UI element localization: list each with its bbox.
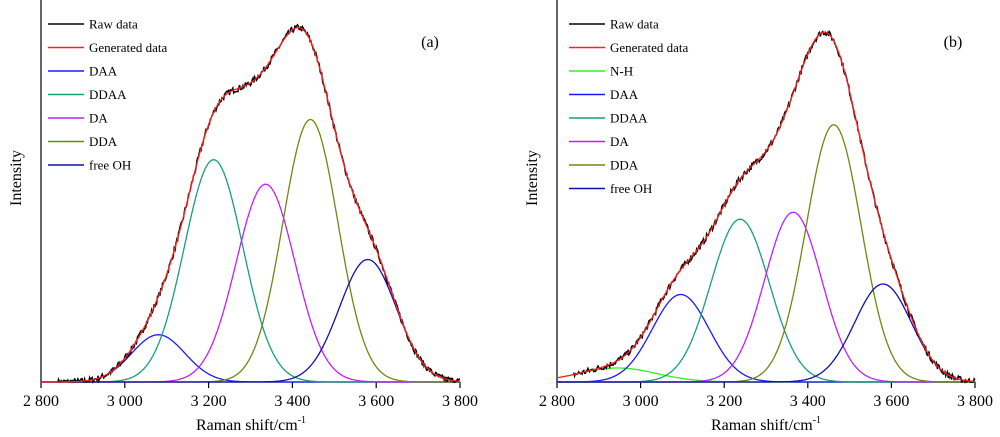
x-axis-label-text: Raman shift/cm [711, 417, 813, 434]
legend-item: Raw data [48, 17, 138, 32]
legend-label: DA [610, 134, 629, 149]
panel-label: (a) [421, 34, 439, 51]
legend-item: Generated data [48, 40, 168, 55]
x-axis-label: Raman shift/cm-1 [196, 415, 306, 434]
y-axis-label: Intensity [524, 150, 541, 206]
legend-label: Generated data [89, 40, 168, 55]
legend-label: Raw data [610, 17, 659, 32]
legend-item: DDAA [569, 111, 648, 126]
x-tick-label: 3 800 [442, 393, 478, 410]
legend-label: DA [89, 111, 108, 126]
legend-item: Generated data [569, 40, 689, 55]
x-tick-label: 2 800 [539, 393, 575, 410]
series-generated-data [556, 31, 976, 383]
legend-label: free OH [610, 181, 652, 196]
series-da [557, 211, 975, 383]
series-generated-data [41, 27, 461, 383]
x-tick-label: 3 000 [107, 393, 143, 410]
x-tick-label: 3 600 [873, 393, 909, 410]
chart-panel-b: 2 800 3 000 3 200 3 400 3 600 3 800 Raman shif… [524, 0, 993, 434]
legend-item: free OH [48, 158, 131, 173]
series-free-oh [557, 283, 976, 383]
x-tick-label: 3 400 [274, 393, 310, 410]
legend-label: Generated data [610, 40, 689, 55]
x-axis-label-text: Raman shift/cm [196, 417, 298, 434]
series-free-oh [41, 258, 461, 383]
legend-item: DA [48, 111, 108, 126]
x-axis-label-superscript: -1 [298, 415, 306, 426]
legend-item: DDAA [48, 87, 127, 102]
legend-label: DAA [89, 64, 118, 79]
x-tick-label: 3 400 [790, 393, 826, 410]
legend-label: DAA [610, 87, 639, 102]
x-tick-label: 3 200 [706, 393, 742, 410]
legend-label: DDA [610, 158, 639, 173]
legend-label: DDAA [610, 111, 648, 126]
x-axis-label: Raman shift/cm-1 [711, 415, 821, 434]
x-tick-label: 3 200 [191, 393, 227, 410]
legend: Raw data Generated data DAA DDAA DA DDA free O… [48, 17, 168, 173]
legend-label: DDAA [89, 87, 127, 102]
legend-item: N-H [569, 64, 633, 79]
panel-label: (b) [944, 34, 963, 51]
series-raw-data [57, 23, 461, 384]
legend-item: Raw data [569, 17, 659, 32]
x-tick-label: 2 800 [23, 393, 59, 410]
chart-panel-a: 2 800 3 000 3 200 3 400 3 600 3 800 Raman shif… [8, 0, 478, 434]
series-ddaa [41, 159, 460, 383]
legend-item: DAA [569, 87, 639, 102]
legend-label: DDA [89, 134, 118, 149]
legend-item: DA [569, 134, 629, 149]
x-tick-label: 3 800 [957, 393, 993, 410]
x-axis-label-superscript: -1 [813, 415, 821, 426]
y-axis-label: Intensity [8, 150, 25, 206]
legend-label: Raw data [89, 17, 138, 32]
legend-label: free OH [89, 158, 131, 173]
legend: Raw data Generated data N-H DAA DDAA DA DDA fre… [569, 17, 689, 196]
legend-item: DAA [48, 64, 118, 79]
legend-item: DDA [48, 134, 118, 149]
x-tick-label: 3 000 [623, 393, 659, 410]
x-tick-label: 3 600 [358, 393, 394, 410]
legend-item: DDA [569, 158, 639, 173]
legend-item: free OH [569, 181, 652, 196]
legend-label: N-H [610, 64, 633, 79]
